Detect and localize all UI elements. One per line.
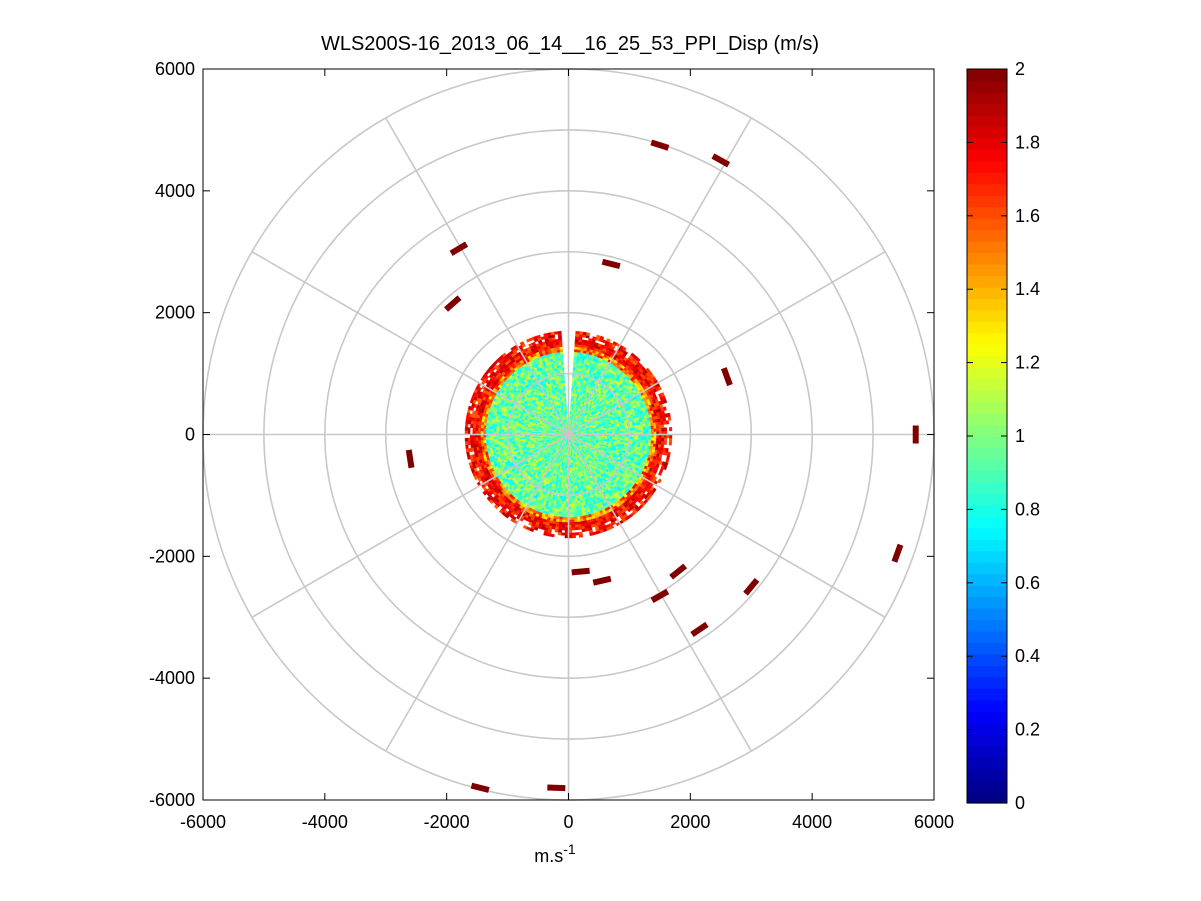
field-cell (498, 436, 502, 440)
field-cell (498, 426, 502, 431)
field-cell (569, 413, 571, 417)
field-cell (570, 504, 574, 508)
field-cell (573, 359, 577, 363)
field-cell (571, 387, 574, 391)
field-cell (572, 367, 576, 371)
field-cell (572, 374, 575, 379)
field-cell (638, 429, 642, 433)
plot-area: -6000 -4000 -2000 0 2000 4000 6000 60004000200… (149, 59, 954, 832)
field-cell (498, 429, 502, 433)
field-cell (632, 436, 636, 440)
field-cell (563, 498, 567, 502)
field-cell (617, 436, 621, 439)
field-cell (571, 385, 574, 389)
field-cell (560, 501, 565, 505)
field-cell (630, 438, 634, 442)
field-cell (495, 429, 499, 433)
field-cell (563, 496, 567, 500)
field-cell (569, 416, 571, 420)
field-cell (570, 403, 572, 407)
field-cell (501, 429, 505, 433)
field-cell (495, 426, 500, 430)
field-cell (570, 400, 573, 404)
field-cell (561, 496, 565, 500)
field-cell (569, 408, 572, 412)
field-cell (495, 436, 499, 440)
field-cell (637, 439, 642, 443)
field-cell (570, 398, 573, 402)
field-cell (632, 438, 636, 442)
field-cell (570, 501, 574, 505)
field-cell (564, 483, 567, 487)
field-cell (573, 361, 577, 366)
field-cell (619, 436, 624, 439)
field-cell (632, 429, 636, 433)
field-cell (635, 436, 639, 440)
field-cell (561, 498, 565, 502)
field-cell (622, 436, 626, 439)
field-cell (640, 429, 644, 433)
field-cell (638, 436, 642, 440)
field-cell (570, 498, 574, 502)
field-cell (503, 427, 507, 431)
velocity-field (464, 330, 673, 539)
field-cell (630, 436, 634, 440)
field-cell (571, 382, 575, 386)
field-cell (563, 504, 567, 508)
field-cell (564, 488, 567, 492)
field-cell (564, 491, 567, 495)
field-cell (560, 503, 564, 508)
field-cell (569, 418, 571, 422)
field-cell (563, 501, 567, 505)
field-cell (503, 429, 507, 433)
field-cell (571, 380, 575, 384)
field-cell (513, 430, 518, 433)
field-cell (572, 377, 575, 381)
field-cell (501, 427, 505, 431)
field-cell (572, 364, 577, 368)
field-cell (635, 438, 639, 443)
field-cell (570, 392, 574, 397)
field-cell (569, 411, 572, 415)
field-cell (516, 430, 520, 433)
field-cell (570, 405, 572, 409)
field-cell (508, 430, 512, 433)
chart-title: WLS200S-16_2013_06_14__16_25_53_PPI_Disp… (321, 33, 819, 55)
field-cell (635, 429, 639, 433)
field-cell (564, 485, 567, 490)
field-cell (570, 395, 573, 399)
field-cell (571, 390, 574, 394)
field-cell (511, 430, 515, 433)
field-cell (501, 436, 505, 440)
field-cell (625, 436, 629, 439)
field-cell (572, 369, 576, 373)
